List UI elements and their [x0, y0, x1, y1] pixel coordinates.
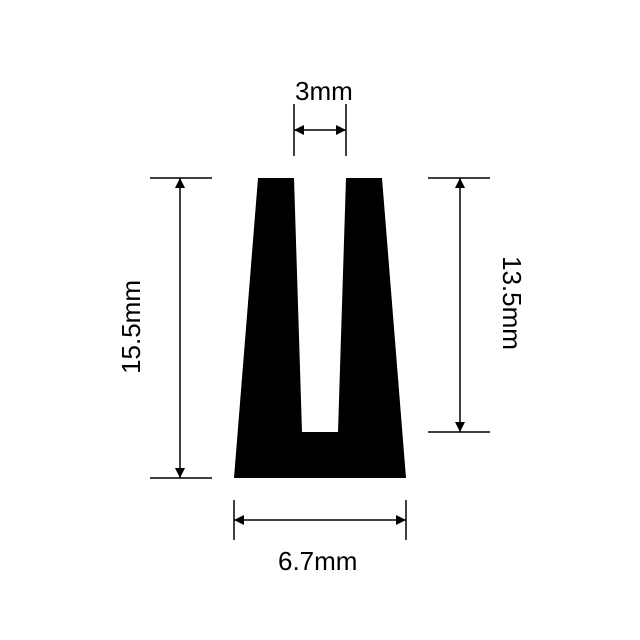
u-channel-shape	[234, 178, 406, 478]
dim-top-gap-label: 3mm	[295, 76, 353, 107]
dim-right-height-label: 13.5mm	[496, 256, 527, 350]
dim-bottom-width-label: 6.7mm	[278, 546, 357, 577]
dim-left-height-label: 15.5mm	[116, 280, 147, 374]
